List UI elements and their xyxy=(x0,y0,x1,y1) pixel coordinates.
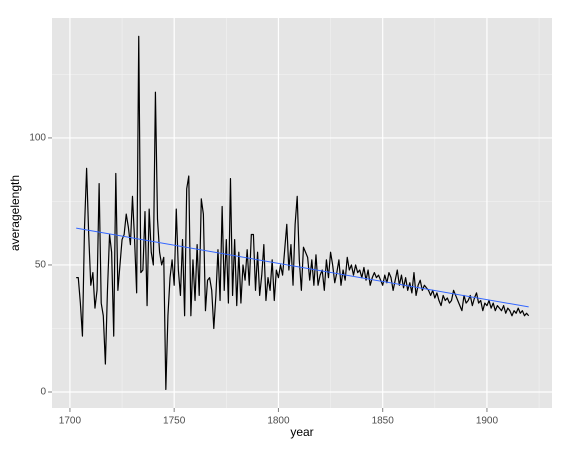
x-tick-label: 1850 xyxy=(372,416,395,427)
x-tick-label: 1800 xyxy=(267,416,290,427)
y-axis-title: averagelength xyxy=(8,175,22,251)
trend-line xyxy=(76,227,529,308)
y-tick-label: 50 xyxy=(35,260,47,271)
y-tick-label: 100 xyxy=(29,133,46,144)
y-tick-label: 0 xyxy=(40,387,46,398)
x-tick-label: 1700 xyxy=(59,416,82,427)
x-tick-label: 1750 xyxy=(163,416,186,427)
panel xyxy=(52,18,552,408)
x-axis-title: year xyxy=(290,425,313,439)
line xyxy=(76,35,530,391)
x-tick-label: 1900 xyxy=(476,416,499,427)
